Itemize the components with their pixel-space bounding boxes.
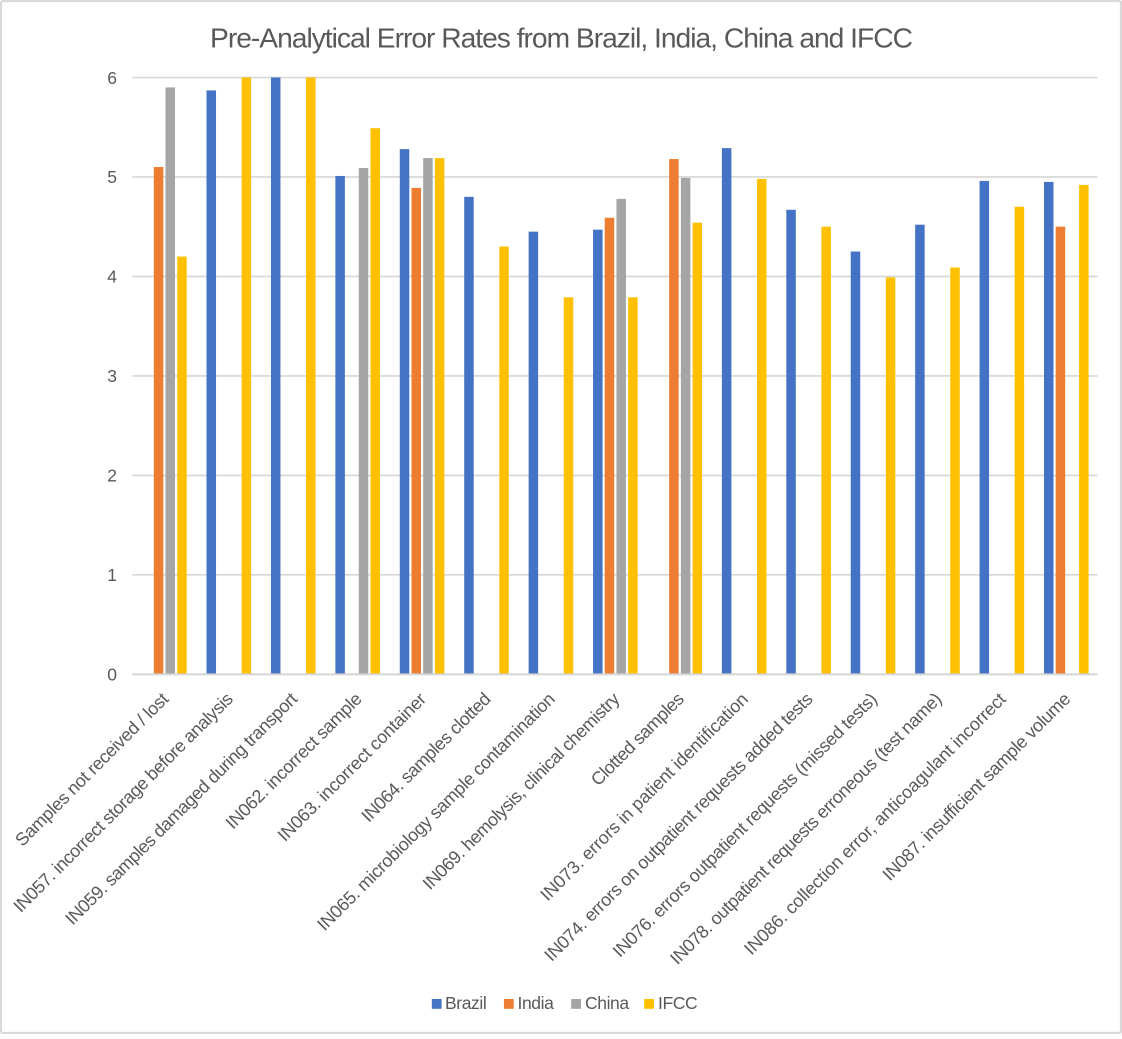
svg-text:Pre-Analytical Error Rates fro: Pre-Analytical Error Rates from Brazil, …: [210, 22, 913, 54]
svg-text:Brazil: Brazil: [445, 993, 486, 1013]
svg-text:3: 3: [107, 366, 117, 386]
svg-text:2: 2: [107, 466, 117, 486]
svg-text:1: 1: [107, 565, 117, 585]
svg-text:IFCC: IFCC: [658, 993, 697, 1013]
svg-text:5: 5: [107, 167, 117, 187]
svg-text:0: 0: [107, 665, 117, 685]
svg-text:6: 6: [107, 68, 117, 88]
svg-text:4: 4: [107, 267, 117, 287]
svg-text:India: India: [518, 993, 555, 1013]
svg-text:China: China: [585, 993, 629, 1013]
